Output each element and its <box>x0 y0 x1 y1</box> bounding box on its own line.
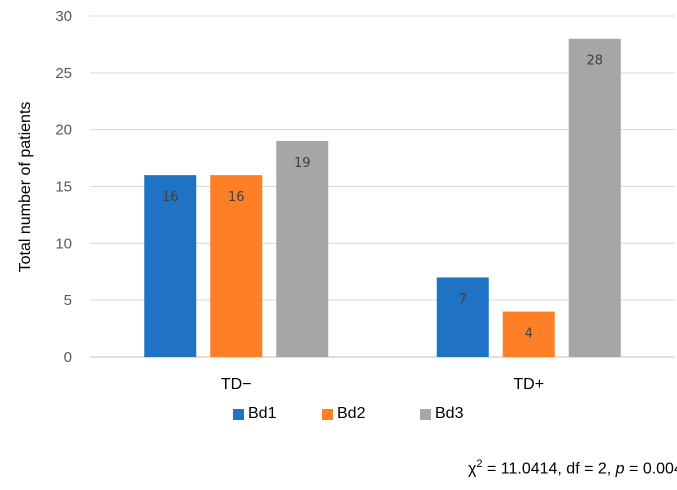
y-tick-label: 5 <box>64 292 72 309</box>
legend-label: Bd2 <box>337 405 366 422</box>
y-tick-label: 15 <box>55 179 72 196</box>
x-category-label: TD− <box>221 376 252 393</box>
bar-bd2-1 <box>502 311 555 357</box>
x-axis-categories: TD− TD+ <box>221 376 544 393</box>
y-tick-label: 30 <box>55 8 72 25</box>
data-label: 19 <box>294 156 311 171</box>
y-axis-label: Total number of patients <box>17 102 34 273</box>
data-label: 16 <box>228 190 245 205</box>
data-label: 4 <box>525 327 533 342</box>
bar-bd1-1 <box>436 277 489 357</box>
legend-item-bd1: Bd1 <box>233 405 276 423</box>
data-label: 28 <box>586 54 603 69</box>
legend-item-bd3: Bd3 <box>420 405 463 423</box>
data-label: 7 <box>459 292 467 307</box>
y-tick-label: 25 <box>55 65 72 82</box>
data-labels: 16 16 19 7 4 28 <box>162 54 603 342</box>
bar-bd2-0 <box>210 175 263 357</box>
y-tick-label: 10 <box>55 235 72 252</box>
legend-swatch <box>322 408 333 420</box>
legend-swatch <box>420 408 431 420</box>
stat-text: = 11.0414, df = 2, <box>482 460 616 478</box>
chi-square-annotation: χ2 = 11.0414, df = 2, p = 0.004 <box>468 458 677 478</box>
bar-bd1-0 <box>144 175 197 357</box>
p-symbol: p <box>615 460 625 478</box>
chi-symbol: χ <box>468 460 477 478</box>
y-axis-ticks: 0 5 10 15 20 25 30 <box>55 8 72 366</box>
bar-bd3-1 <box>568 38 621 357</box>
superscript: 2 <box>476 458 483 470</box>
data-label: 16 <box>162 190 179 205</box>
legend-item-bd2: Bd2 <box>322 405 365 423</box>
legend: Bd1 Bd2 Bd3 <box>0 405 677 429</box>
bars <box>144 38 621 357</box>
bar-chart: 0 5 10 15 20 25 30 16 16 19 7 4 28 TD− TD+ Total num… <box>17 8 675 393</box>
x-category-label: TD+ <box>513 376 544 393</box>
p-value: = 0.004 <box>629 460 677 478</box>
y-tick-label: 0 <box>64 349 72 366</box>
legend-swatch <box>233 408 244 420</box>
legend-label: Bd3 <box>435 405 464 422</box>
y-tick-label: 20 <box>55 122 72 139</box>
bar-bd3-0 <box>276 141 329 357</box>
legend-label: Bd1 <box>248 405 277 422</box>
